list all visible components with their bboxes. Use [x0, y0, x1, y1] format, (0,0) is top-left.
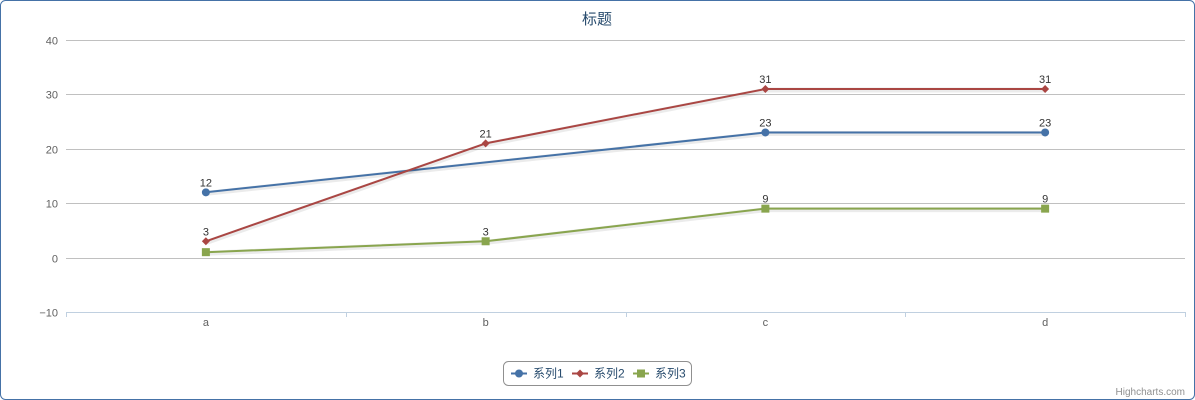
legend-label: 系列1 — [533, 367, 564, 381]
data-label: 3 — [483, 226, 489, 238]
legend-label: 系列3 — [655, 367, 686, 381]
series-系列1 — [201, 128, 1050, 197]
legend[interactable]: 系列1 系列2 系列3 — [503, 361, 692, 386]
data-label: 31 — [759, 74, 771, 86]
data-labels: 12 23 23 3 21 31 31 3 9 9 — [200, 74, 1052, 238]
data-label: 21 — [480, 128, 492, 140]
data-label: 23 — [1039, 117, 1051, 129]
series-line — [205, 207, 1046, 254]
data-point — [515, 369, 523, 378]
y-tick-label: 0 — [52, 254, 58, 266]
data-point[interactable] — [201, 248, 210, 257]
data-label: 9 — [762, 194, 768, 206]
y-axis: −10 0 10 20 30 40 — [39, 36, 58, 320]
data-point — [637, 369, 645, 378]
x-tick-label: d — [1042, 317, 1048, 329]
data-point[interactable] — [201, 188, 210, 197]
series-系列3 — [201, 204, 1050, 257]
y-tick-label: 30 — [46, 90, 58, 102]
y-tick-label: 40 — [46, 36, 58, 48]
data-point[interactable] — [481, 139, 490, 148]
data-label: 31 — [1039, 74, 1051, 86]
legend-box — [503, 361, 692, 386]
data-label: 23 — [759, 117, 771, 129]
series-line — [205, 88, 1046, 243]
data-point[interactable] — [761, 204, 770, 213]
data-point[interactable] — [1041, 128, 1050, 137]
series-系列2 — [201, 84, 1050, 246]
legend-item-系列1[interactable]: 系列1 — [511, 367, 564, 381]
data-label: 12 — [200, 177, 212, 189]
data-point[interactable] — [1041, 204, 1050, 213]
data-label: 3 — [203, 226, 209, 238]
data-point[interactable] — [481, 237, 490, 246]
y-tick-label: 20 — [46, 145, 58, 157]
data-point[interactable] — [201, 237, 210, 246]
data-point[interactable] — [761, 84, 770, 93]
x-tick-label: c — [763, 317, 769, 329]
y-tick-label: 10 — [46, 199, 58, 211]
x-tick-label: a — [203, 317, 210, 329]
data-point[interactable] — [761, 128, 770, 137]
data-point — [576, 369, 584, 378]
x-tick-label: b — [483, 317, 489, 329]
chart-title: 标题 — [582, 11, 612, 28]
data-label: 9 — [1042, 194, 1048, 206]
series-group — [201, 84, 1050, 257]
credits-link[interactable]: Highcharts.com — [1116, 387, 1185, 398]
legend-item-系列3[interactable]: 系列3 — [633, 367, 686, 381]
data-point[interactable] — [1041, 84, 1050, 93]
x-axis: a b c d — [66, 312, 1186, 329]
y-tick-label: −10 — [39, 308, 58, 320]
legend-item-系列2[interactable]: 系列2 — [572, 367, 625, 381]
legend-label: 系列2 — [594, 367, 625, 381]
